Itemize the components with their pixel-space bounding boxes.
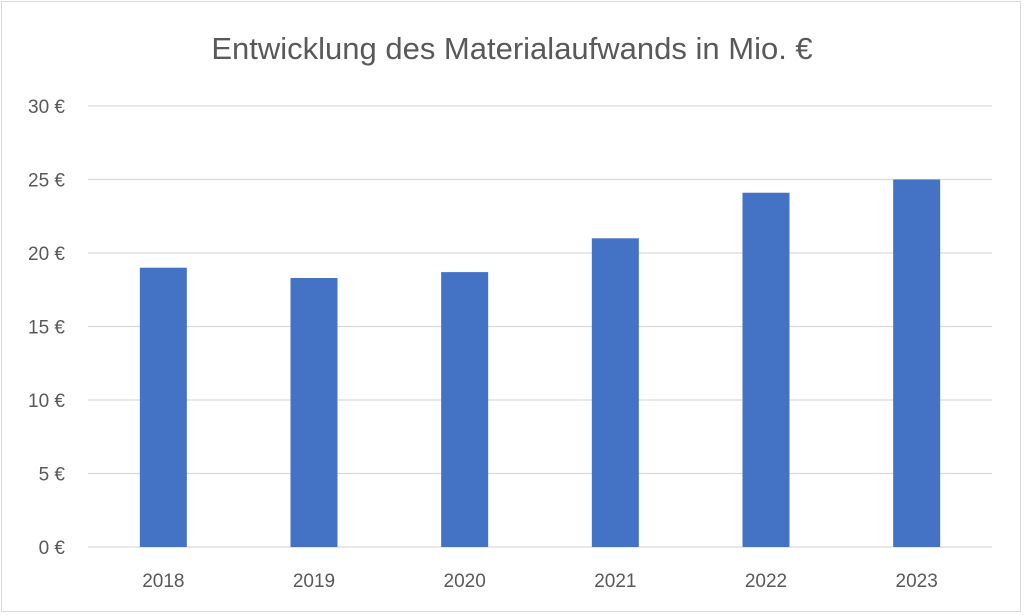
y-tick-label: 5 € (39, 465, 66, 486)
y-tick-label: 10 € (28, 391, 65, 412)
y-tick-label: 15 € (28, 318, 65, 339)
bars (139, 179, 941, 548)
y-axis-labels: 0 € 5 € 10 € 15 € 20 € 25 € 30 € (28, 97, 65, 559)
y-tick-label: 20 € (28, 244, 65, 265)
gridlines (88, 105, 992, 548)
x-axis-labels: 2018 2019 2020 2021 2022 2023 (142, 571, 938, 592)
x-tick-label: 2020 (444, 571, 486, 592)
chart-title: Entwicklung des Materialaufwands in Mio.… (211, 31, 812, 66)
x-tick-label: 2022 (745, 571, 787, 592)
y-tick-label: 0 € (39, 538, 66, 559)
bar-2023 (893, 179, 941, 547)
bar-2022 (742, 192, 790, 548)
bar-2018 (139, 267, 187, 547)
x-tick-label: 2021 (594, 571, 636, 592)
x-tick-label: 2019 (293, 571, 335, 592)
bar-2019 (290, 277, 338, 547)
bar-2021 (591, 238, 639, 548)
x-tick-label: 2023 (896, 571, 938, 592)
bar-2020 (441, 272, 489, 547)
y-tick-label: 25 € (28, 171, 65, 192)
y-tick-label: 30 € (28, 97, 65, 118)
x-tick-label: 2018 (142, 571, 184, 592)
